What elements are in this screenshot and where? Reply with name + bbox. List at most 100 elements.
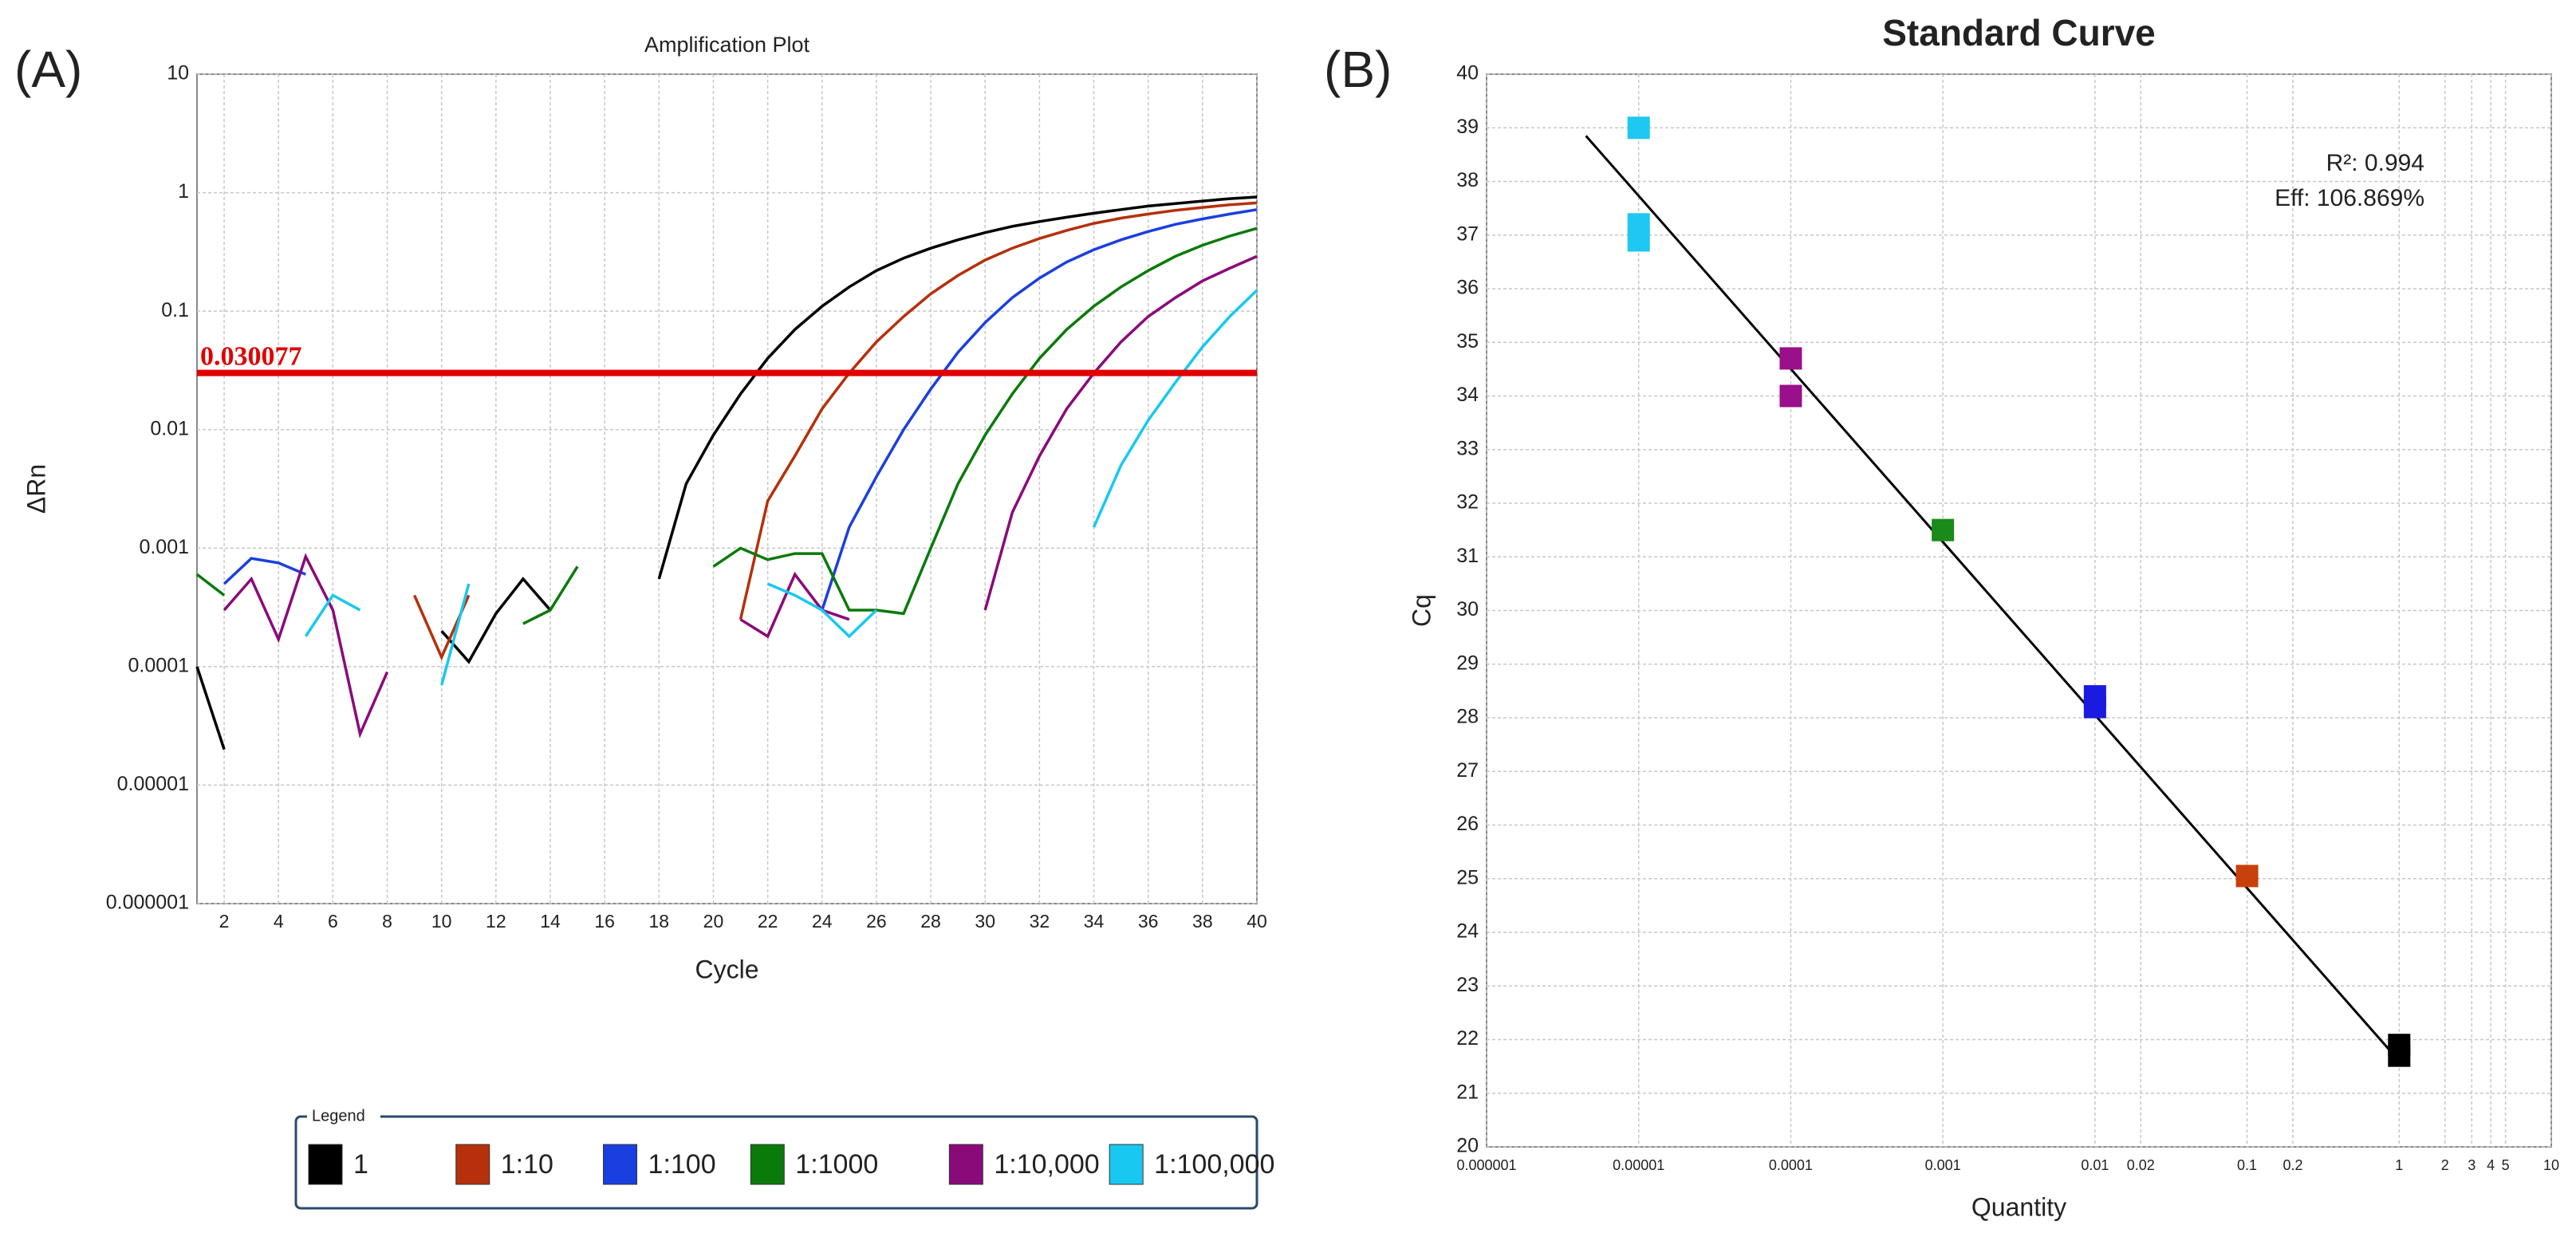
x-tick-label: 4 (2487, 1157, 2495, 1173)
y-tick-label: 0.0001 (128, 654, 189, 676)
y-tick-label: 40 (1456, 62, 1479, 85)
y-tick-label: 0.001 (139, 536, 189, 558)
y-tick-label: 27 (1456, 759, 1479, 782)
x-tick-label: 4 (274, 911, 284, 932)
fit-line (1585, 135, 2401, 1062)
x-tick-label: 40 (1247, 911, 1267, 932)
y-tick-label: 37 (1456, 223, 1479, 245)
legend-swatch (603, 1144, 638, 1185)
y-tick-label: 1 (178, 180, 189, 203)
x-tick-label: 10 (2543, 1157, 2559, 1173)
x-tick-label: 0.000001 (1456, 1157, 1516, 1173)
legend-label: 1:1000 (795, 1149, 878, 1180)
y-tick-label: 26 (1456, 813, 1479, 835)
x-tick-label: 3 (2468, 1157, 2476, 1173)
y-tick-label: 31 (1456, 545, 1479, 567)
legend-title: Legend (312, 1107, 365, 1125)
y-tick-label: 35 (1456, 330, 1479, 353)
data-point (1779, 347, 1802, 370)
legend-label: 1 (353, 1149, 368, 1180)
x-tick-label: 2 (219, 911, 230, 932)
x-tick-label: 0.0001 (1769, 1157, 1813, 1173)
x-tick-label: 24 (812, 911, 833, 932)
legend-swatch (455, 1144, 490, 1185)
y-tick-label: 0.1 (161, 299, 189, 321)
x-tick-label: 30 (975, 911, 995, 932)
legend-label: 1:100,000 (1154, 1149, 1274, 1180)
legend-label: 1:10,000 (994, 1149, 1099, 1180)
x-tick-label: 16 (594, 911, 615, 932)
threshold-label: 0.030077 (200, 341, 302, 371)
y-tick-label: 0.000001 (106, 892, 189, 914)
legend-swatch (948, 1144, 983, 1185)
y-tick-label: 34 (1456, 384, 1479, 406)
x-tick-label: 34 (1084, 911, 1105, 932)
x-tick-label: 1 (2395, 1157, 2403, 1173)
x-tick-label: 8 (382, 911, 392, 932)
amplification-curve (195, 227, 1258, 625)
legend-title-bg (307, 1107, 380, 1126)
chart-title: Amplification Plot (644, 33, 810, 57)
legend-swatch (1109, 1144, 1144, 1185)
x-tick-label: 2 (2441, 1157, 2449, 1173)
y-tick-label: 20 (1456, 1135, 1479, 1157)
y-tick-label: 21 (1456, 1081, 1479, 1103)
y-tick-label: 32 (1456, 491, 1479, 514)
y-tick-label: 33 (1456, 437, 1479, 459)
data-point (1779, 384, 1802, 408)
annotation: R²: 0.994 (2326, 150, 2424, 176)
x-tick-label: 36 (1138, 911, 1159, 932)
panel-label: (B) (1324, 41, 1392, 98)
x-tick-label: 0.02 (2127, 1157, 2155, 1173)
x-tick-label: 0.2 (2283, 1157, 2302, 1173)
y-tick-label: 36 (1456, 277, 1479, 299)
x-tick-label: 22 (758, 911, 778, 932)
legend-label: 1:100 (648, 1149, 716, 1180)
x-tick-label: 0.00001 (1613, 1157, 1664, 1173)
legend-swatch (308, 1144, 343, 1185)
y-tick-label: 30 (1456, 598, 1479, 620)
x-axis-label: Quantity (1971, 1192, 2066, 1221)
y-tick-label: 0.01 (150, 417, 189, 439)
data-point (1932, 518, 1955, 542)
y-tick-label: 0.00001 (117, 773, 189, 795)
x-tick-label: 26 (866, 911, 887, 932)
y-tick-label: 22 (1456, 1027, 1479, 1050)
x-tick-label: 0.01 (2081, 1157, 2109, 1173)
y-tick-label: 38 (1456, 169, 1479, 191)
y-tick-label: 28 (1456, 706, 1479, 728)
x-tick-label: 10 (431, 911, 452, 932)
data-point (2235, 865, 2259, 888)
chart-title: Standard Curve (1882, 12, 2156, 53)
data-point (1627, 229, 1650, 252)
y-tick-label: 25 (1456, 866, 1479, 888)
legend-label: 1:10 (501, 1149, 553, 1180)
x-tick-label: 28 (920, 911, 941, 932)
y-axis-label: Cq (1407, 594, 1436, 627)
amplification-curve (223, 208, 1258, 611)
x-tick-label: 12 (486, 911, 506, 932)
amplification-curve (223, 254, 1258, 739)
x-tick-label: 18 (649, 911, 670, 932)
x-tick-label: 14 (540, 911, 561, 932)
plot-area (196, 73, 1258, 904)
y-tick-label: 23 (1456, 974, 1479, 996)
data-point (2388, 1044, 2411, 1067)
y-axis-label: ΔRn (22, 464, 50, 514)
y-tick-label: 39 (1456, 116, 1479, 138)
y-tick-label: 29 (1456, 652, 1479, 674)
x-tick-label: 38 (1192, 911, 1213, 932)
amplification-curve (304, 289, 1258, 686)
x-tick-label: 5 (2502, 1157, 2510, 1173)
y-tick-label: 10 (167, 62, 189, 85)
x-tick-label: 0.001 (1925, 1157, 1961, 1173)
x-axis-label: Cycle (695, 955, 758, 983)
annotation: Eff: 106.869% (2275, 185, 2424, 211)
legend-swatch (750, 1144, 785, 1185)
x-tick-label: 6 (328, 911, 338, 932)
x-tick-label: 0.1 (2237, 1157, 2257, 1173)
data-point (2083, 695, 2106, 719)
data-point (1627, 116, 1650, 140)
x-tick-label: 32 (1030, 911, 1050, 932)
